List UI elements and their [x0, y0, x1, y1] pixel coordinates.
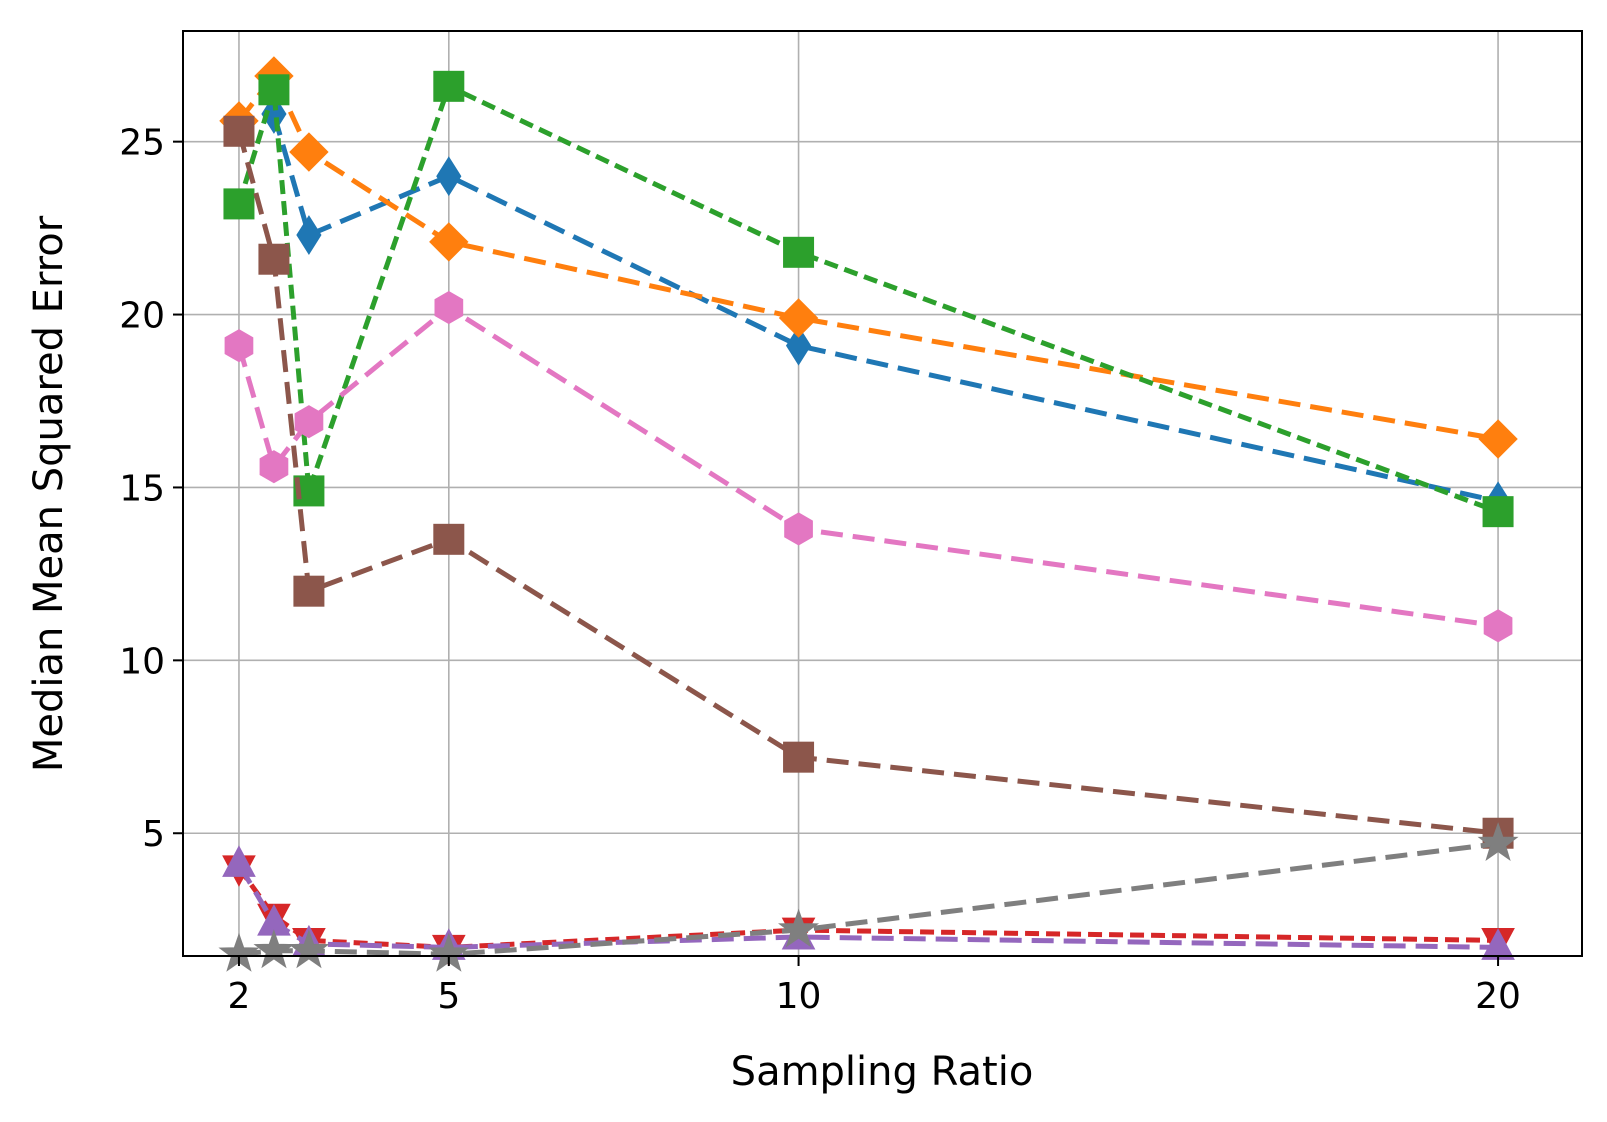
data-point: [258, 243, 290, 275]
data-point: [429, 222, 469, 262]
data-point: [783, 741, 815, 773]
data-point: [223, 188, 255, 220]
data-point: [1483, 609, 1513, 643]
x-axis-label: Sampling Ratio: [731, 1049, 1034, 1095]
data-point: [223, 115, 255, 147]
y-tick-label: 10: [119, 641, 165, 682]
data-point: [778, 908, 820, 948]
data-point: [296, 215, 322, 255]
series-line-pink: [236, 305, 1499, 629]
x-tick-label: 10: [776, 976, 822, 1017]
series-line-brown: [236, 130, 1499, 836]
data-point: [783, 236, 815, 268]
x-tick-label: 5: [437, 976, 460, 1017]
x-tick-label: 20: [1475, 976, 1521, 1017]
series-layer: [218, 56, 1519, 972]
grid: [183, 31, 1582, 956]
x-tick-label: 2: [228, 976, 251, 1017]
data-point: [294, 405, 324, 439]
series-line-green: [236, 83, 1499, 515]
data-point: [433, 523, 465, 555]
data-point: [288, 929, 330, 969]
data-point: [224, 329, 254, 363]
plot-frame: [182, 30, 1583, 957]
data-point: [258, 74, 290, 106]
data-point: [1482, 496, 1514, 528]
y-axis-label: Median Mean Squared Error: [26, 215, 72, 772]
data-point: [1478, 419, 1518, 459]
data-point: [222, 845, 256, 877]
data-point: [436, 156, 462, 197]
data-point: [784, 512, 813, 546]
series-green: [223, 70, 1514, 528]
series-brown: [223, 115, 1514, 849]
data-point: [1477, 822, 1519, 862]
y-tick-label: 20: [119, 296, 165, 337]
data-point: [778, 298, 819, 338]
y-tick-label: 15: [119, 468, 165, 509]
series-line-gray: [238, 841, 1499, 957]
data-point: [433, 70, 465, 102]
y-tick-label: 25: [119, 123, 165, 164]
data-point: [434, 291, 464, 325]
y-tick-label: 5: [142, 814, 165, 855]
data-point: [253, 929, 295, 969]
series-pink: [224, 291, 1513, 643]
data-point: [785, 325, 812, 366]
data-point: [259, 450, 289, 484]
data-point: [293, 575, 325, 607]
data-point: [289, 132, 329, 172]
series-line-purple: [236, 863, 1499, 950]
